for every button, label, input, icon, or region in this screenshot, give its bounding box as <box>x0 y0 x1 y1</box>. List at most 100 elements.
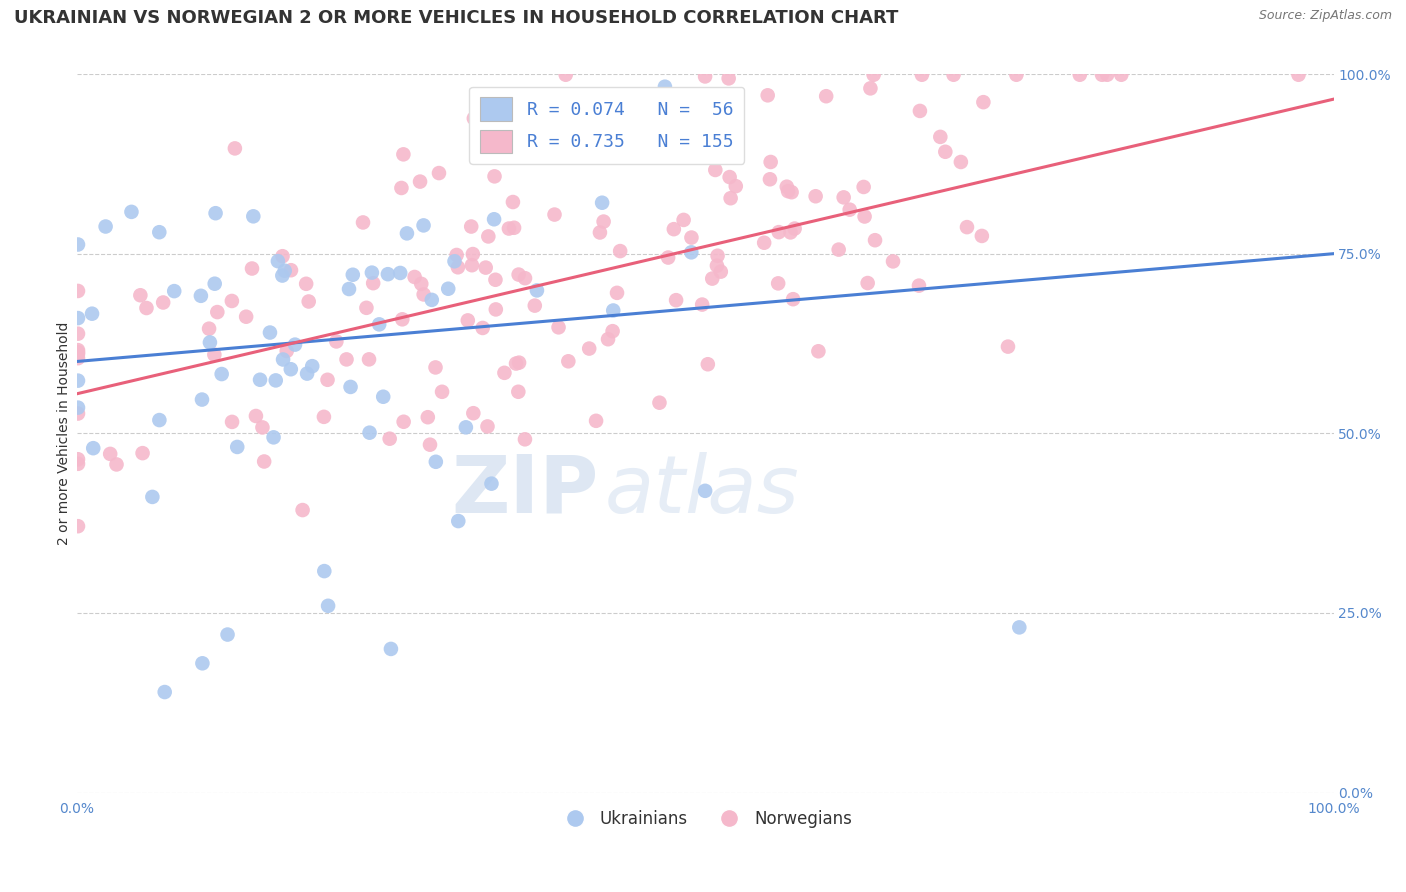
Point <box>589 226 612 240</box>
Point <box>477 419 499 434</box>
Point <box>409 175 432 189</box>
Point <box>420 293 443 307</box>
Point <box>373 390 395 404</box>
Point <box>427 166 450 180</box>
Point <box>752 235 775 250</box>
Point <box>602 303 624 318</box>
Point <box>437 282 460 296</box>
Point <box>148 413 170 427</box>
Legend: Ukrainians, Norwegians: Ukrainians, Norwegians <box>551 804 859 835</box>
Point <box>211 367 233 381</box>
Point <box>380 641 402 656</box>
Point <box>766 277 789 291</box>
Point <box>778 184 800 198</box>
Point <box>359 425 381 440</box>
Point <box>853 210 876 224</box>
Point <box>956 220 979 235</box>
Point <box>339 380 361 394</box>
Point <box>526 284 548 298</box>
Point <box>768 225 790 239</box>
Point <box>717 71 740 86</box>
Point <box>356 301 378 315</box>
Point <box>66 519 89 533</box>
Point <box>325 334 347 349</box>
Point <box>94 219 117 234</box>
Point <box>474 260 496 275</box>
Point <box>508 268 530 282</box>
Point <box>392 415 415 429</box>
Point <box>207 305 229 319</box>
Point <box>295 367 318 381</box>
Point <box>471 321 494 335</box>
Point <box>856 276 879 290</box>
Point <box>66 345 89 359</box>
Point <box>271 352 294 367</box>
Point <box>997 340 1019 354</box>
Point <box>648 395 671 409</box>
Point <box>461 247 484 261</box>
Point <box>198 321 221 335</box>
Point <box>609 244 631 258</box>
Point <box>606 285 628 300</box>
Point <box>66 311 89 326</box>
Point <box>554 68 576 82</box>
Point <box>508 356 530 370</box>
Point <box>66 351 89 366</box>
Point <box>66 347 89 361</box>
Point <box>263 430 285 444</box>
Point <box>460 219 482 234</box>
Point <box>908 103 931 118</box>
Point <box>66 343 89 358</box>
Point <box>477 229 499 244</box>
Point <box>240 261 263 276</box>
Point <box>863 233 886 247</box>
Point <box>391 312 413 326</box>
Point <box>523 299 546 313</box>
Point <box>404 270 426 285</box>
Point <box>596 332 619 346</box>
Point <box>457 313 479 327</box>
Point <box>66 326 89 341</box>
Point <box>337 282 360 296</box>
Point <box>832 190 855 204</box>
Point <box>690 297 713 311</box>
Point <box>454 420 477 434</box>
Point <box>121 205 143 219</box>
Point <box>461 258 484 272</box>
Point <box>82 441 104 455</box>
Point <box>759 155 782 169</box>
Point <box>66 374 89 388</box>
Point <box>280 263 302 277</box>
Point <box>783 221 806 235</box>
Point <box>316 373 339 387</box>
Point <box>389 266 412 280</box>
Point <box>280 362 302 376</box>
Point <box>274 264 297 278</box>
Y-axis label: 2 or more Vehicles in Household: 2 or more Vehicles in Household <box>58 322 72 545</box>
Point <box>447 514 470 528</box>
Point <box>264 373 287 387</box>
Point <box>654 79 676 94</box>
Point <box>665 293 688 308</box>
Point <box>494 366 516 380</box>
Point <box>267 254 290 268</box>
Point <box>190 289 212 303</box>
Point <box>908 278 931 293</box>
Point <box>198 335 221 350</box>
Point <box>312 409 335 424</box>
Point <box>416 410 439 425</box>
Point <box>1005 68 1028 82</box>
Point <box>970 228 993 243</box>
Point <box>911 68 934 82</box>
Text: ZIP: ZIP <box>451 452 599 530</box>
Point <box>513 432 536 446</box>
Point <box>1095 68 1118 82</box>
Point <box>508 384 530 399</box>
Point <box>221 293 243 308</box>
Point <box>681 230 703 244</box>
Point <box>882 254 904 268</box>
Text: UKRAINIAN VS NORWEGIAN 2 OR MORE VEHICLES IN HOUSEHOLD CORRELATION CHART: UKRAINIAN VS NORWEGIAN 2 OR MORE VEHICLE… <box>14 9 898 27</box>
Point <box>672 213 695 227</box>
Point <box>463 406 485 420</box>
Point <box>291 503 314 517</box>
